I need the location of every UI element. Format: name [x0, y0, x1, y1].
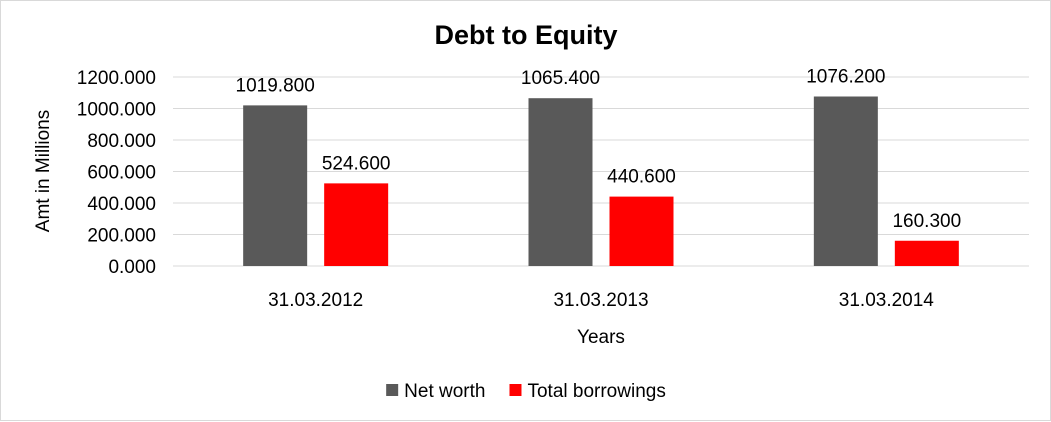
x-axis-label: Years [577, 327, 625, 348]
data-label: 1076.200 [806, 66, 885, 87]
legend-label-net-worth: Net worth [404, 381, 485, 402]
bar-total-borrowings-1 [324, 183, 389, 266]
bar-net-worth-2 [528, 98, 593, 267]
legend-label-total-borrowings: Total borrowings [527, 381, 665, 402]
y-tick-label: 1000.000 [77, 100, 156, 121]
bar-total-borrowings-2 [609, 196, 674, 266]
legend-swatch-total-borrowings [509, 384, 522, 396]
y-tick-label: 200.000 [87, 226, 156, 247]
legend: Net worth Total borrowings [386, 381, 666, 402]
data-label: 524.600 [322, 153, 391, 174]
y-tick-label: 600.000 [87, 163, 156, 184]
y-tick-label: 400.000 [87, 194, 156, 215]
chart-title: Debt to Equity [435, 20, 618, 50]
y-tick-label: 0.000 [108, 257, 156, 278]
legend-swatch-net-worth [386, 384, 399, 396]
data-label: 160.300 [892, 211, 961, 232]
gridlines [173, 76, 1029, 267]
data-label: 1065.400 [521, 68, 600, 89]
x-tick-label: 31.03.2012 [268, 290, 363, 311]
x-tick-label: 31.03.2014 [839, 290, 935, 311]
bars [243, 96, 959, 267]
data-label: 440.600 [607, 167, 676, 188]
y-axis-ticks: 0.000 200.000 400.000 600.000 800.000 1000.00… [77, 68, 156, 278]
x-tick-label: 31.03.2013 [553, 290, 648, 311]
bar-net-worth-3 [813, 96, 878, 266]
data-labels: 1019.800 524.600 1065.400 440.600 1076.200 16… [236, 66, 962, 231]
y-tick-label: 1200.000 [77, 68, 156, 89]
bar-total-borrowings-3 [894, 240, 959, 266]
x-axis-ticks: 31.03.2012 31.03.2013 31.03.2014 [268, 290, 934, 311]
y-tick-label: 800.000 [87, 131, 156, 152]
bar-net-worth-1 [243, 105, 308, 266]
data-label: 1019.800 [236, 75, 315, 96]
y-axis-label: Amt in Millions [33, 110, 54, 232]
